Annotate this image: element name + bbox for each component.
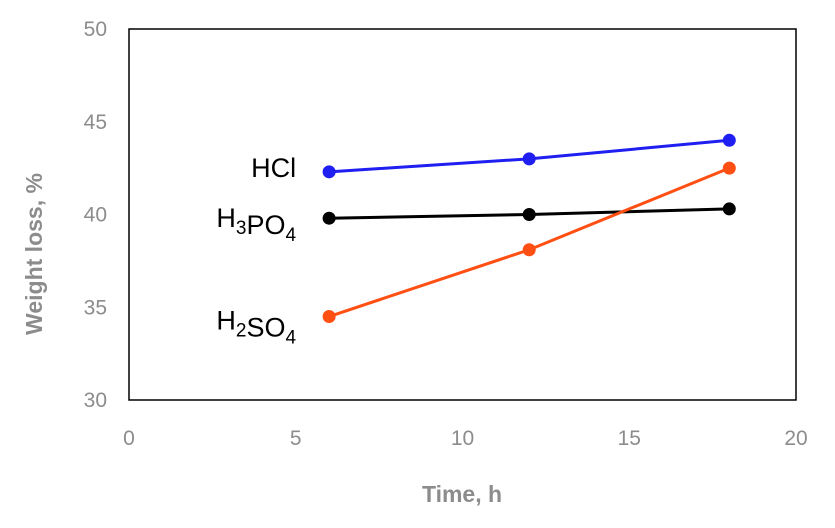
series-label-hcl: HCl (251, 153, 296, 183)
data-point-h3po4 (722, 202, 736, 216)
y-tick-label: 50 (84, 18, 107, 41)
y-tick-label: 35 (84, 296, 107, 319)
x-axis-title: Time, h (422, 481, 502, 507)
series-labels: HCl H3PO4 H2SO4 (216, 153, 296, 349)
data-point-hcl (722, 133, 736, 147)
chart-marks (322, 133, 736, 324)
y-tick-label: 30 (84, 389, 107, 412)
series-label-h3po4: H3PO4 (216, 203, 296, 246)
data-point-h2so4 (522, 243, 536, 257)
x-tick-label: 15 (618, 427, 641, 450)
series-label-h2so4: H2SO4 (216, 306, 296, 349)
y-tick-label: 40 (84, 204, 107, 227)
data-point-h3po4 (322, 211, 336, 225)
data-point-h2so4 (722, 161, 736, 175)
y-axis-title: Weight loss, % (21, 173, 47, 335)
data-point-hcl (522, 152, 536, 166)
plot-area-frame (128, 28, 797, 401)
axis-ticks: 0 5 10 15 20 30 35 40 45 50 (84, 18, 808, 450)
x-tick-label: 20 (784, 427, 807, 450)
data-point-h3po4 (522, 208, 536, 221)
x-tick-label: 0 (123, 427, 135, 450)
data-point-h2so4 (322, 310, 336, 324)
y-tick-label: 45 (84, 111, 107, 134)
series-line-h2so4 (328, 166, 730, 318)
data-point-hcl (322, 165, 336, 179)
x-tick-label: 10 (451, 427, 474, 450)
x-tick-label: 5 (290, 427, 302, 450)
